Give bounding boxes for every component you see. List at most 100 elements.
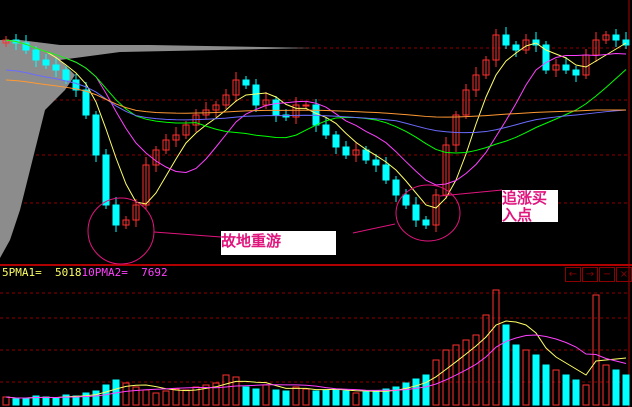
volume-bar [242, 386, 250, 406]
candle-body [462, 89, 470, 116]
candle-body [132, 204, 140, 221]
volume-bar [322, 389, 330, 406]
volume-bar [402, 382, 410, 406]
candle-body [52, 64, 60, 71]
volume-bar [202, 384, 210, 406]
volume-bar [612, 369, 620, 406]
volume-bar [382, 388, 390, 406]
candle-body [272, 99, 280, 116]
scroll-left-button[interactable]: ← [565, 267, 581, 282]
candle-body [552, 64, 560, 71]
candle-body [102, 154, 110, 206]
volume-bar [42, 396, 50, 406]
candle-body [292, 104, 300, 118]
volume-bar [482, 314, 490, 406]
volume-profile [0, 40, 315, 258]
volume-bar [212, 382, 220, 406]
candle-body [392, 179, 400, 196]
volume-bar [312, 390, 320, 406]
volume-bar [52, 397, 60, 406]
scroll-right-button[interactable]: → [582, 267, 598, 282]
volume-bar [122, 382, 130, 406]
close-button[interactable]: × [616, 267, 632, 282]
volume-bar [492, 289, 500, 406]
candle-body [322, 124, 330, 136]
volume-bar [442, 349, 450, 406]
volume-bar [362, 391, 370, 406]
candle-body [402, 194, 410, 206]
ma10-line [5, 39, 627, 186]
volume-bar [522, 349, 530, 406]
candle-body [612, 34, 620, 41]
candle-body [342, 146, 350, 156]
candle-body [92, 114, 100, 156]
candle-body [162, 139, 170, 151]
candle-body [222, 94, 230, 106]
candle-body [452, 114, 460, 146]
ma5-line [5, 39, 627, 209]
annotation-circle-revisit [87, 197, 155, 265]
minimize-button[interactable]: − [599, 267, 615, 282]
volume-bar [132, 386, 140, 406]
volume-bar [232, 376, 240, 406]
candle-body [112, 204, 120, 226]
volume-bar [272, 389, 280, 406]
candle-body [422, 219, 430, 226]
volume-bar [622, 374, 630, 406]
volume-bar [472, 334, 480, 406]
volume-bar [172, 388, 180, 406]
volume-bar [342, 390, 350, 406]
candle-body [492, 34, 500, 61]
volume-bar [2, 396, 10, 406]
volume-bar [412, 378, 420, 406]
volume-bar [302, 388, 310, 406]
volume-bar [142, 389, 150, 406]
volume-ma-legend: 5PMA1= 501810PMA2= 7692 [2, 266, 168, 279]
buy-point-line2: 入点 [502, 206, 533, 224]
volume-bar [572, 379, 580, 406]
volume-bar [182, 389, 190, 406]
candle-body [542, 44, 550, 71]
ma20-line [5, 39, 627, 154]
volume-bar [502, 324, 510, 406]
candle-body [482, 59, 490, 76]
annotation-circle-buy-point [395, 184, 461, 242]
candle-body [562, 64, 570, 71]
candle-body [602, 34, 610, 41]
candle-body [412, 204, 420, 221]
volume-bar [452, 344, 460, 406]
candle-body [622, 39, 630, 46]
volume-bar [292, 386, 300, 406]
candle-body [182, 124, 190, 136]
annotation-label-revisit: 故地重游 [221, 231, 336, 255]
buy-point-line1: 追涨买 [502, 189, 548, 207]
volume-bar [252, 388, 260, 406]
volume-bar [82, 392, 90, 406]
volume-bar [332, 388, 340, 406]
volume-bar [62, 394, 70, 406]
volume-bar [262, 384, 270, 406]
volume-bar [462, 339, 470, 406]
candle-body [252, 84, 260, 106]
volume-bar [32, 395, 40, 406]
volume-bar [352, 392, 360, 406]
volume-bar [562, 374, 570, 406]
annotation-connector-left [352, 223, 396, 234]
candle-body [82, 89, 90, 116]
volume-bar [542, 364, 550, 406]
candle-body [332, 134, 340, 148]
volume-bar [222, 374, 230, 406]
candle-body [212, 104, 220, 111]
volume-bar [602, 364, 610, 406]
volume-bar [162, 390, 170, 406]
volume-bar [532, 354, 540, 406]
candle-body [362, 149, 370, 161]
candle-body [122, 219, 130, 226]
ma120-line [5, 79, 627, 118]
ma1-label: 5PMA1= [2, 266, 42, 279]
candle-body [242, 79, 250, 86]
candle-body [62, 69, 70, 81]
ma1-value: 5018 [55, 266, 82, 279]
